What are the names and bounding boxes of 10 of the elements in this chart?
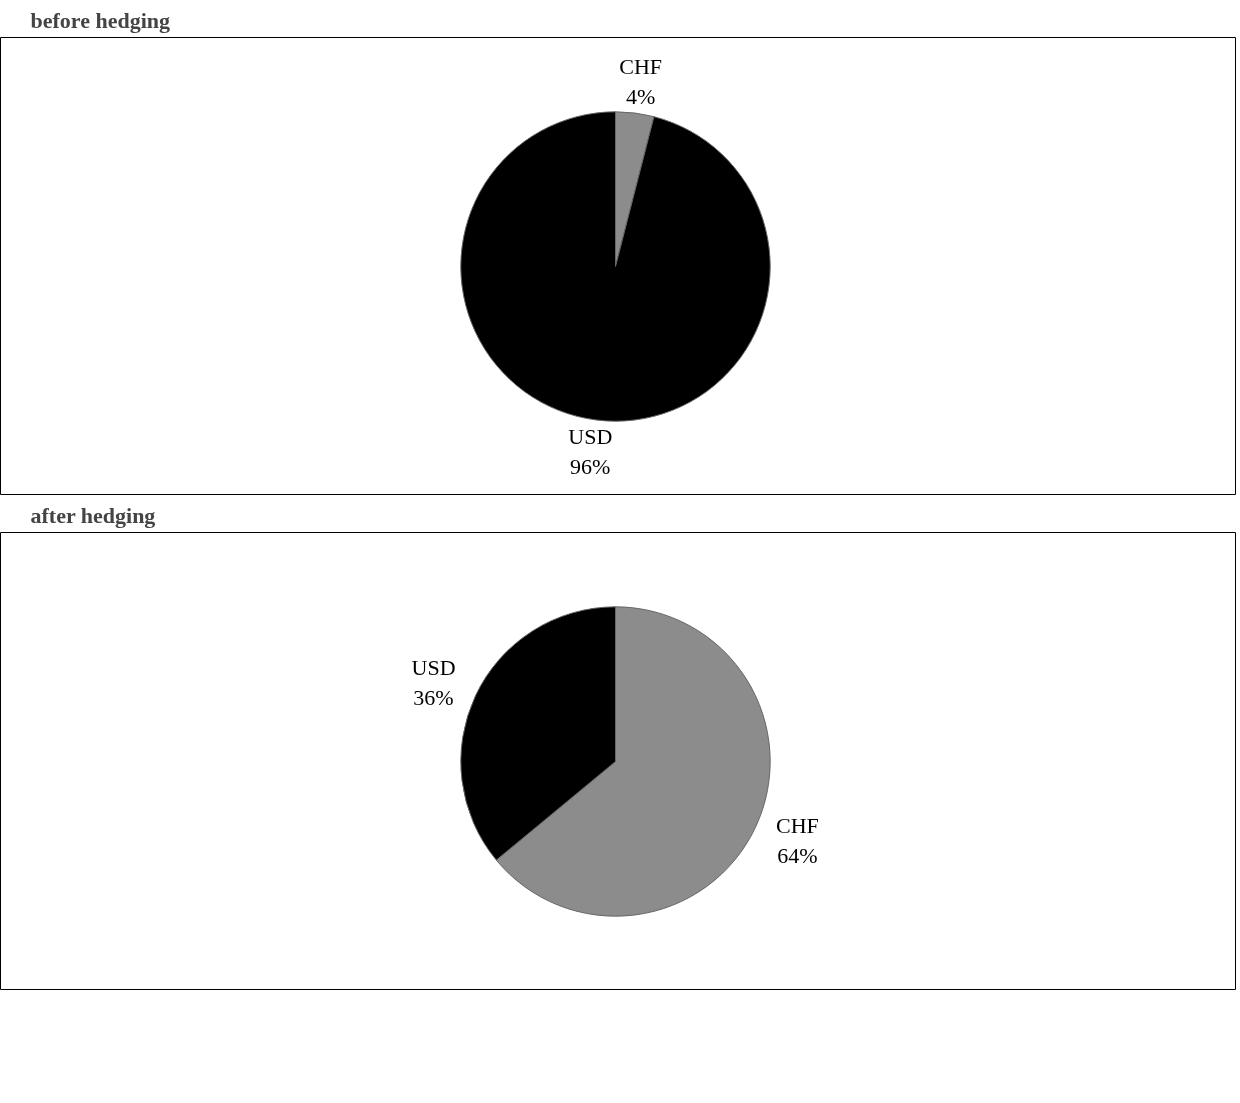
data-label: 36% xyxy=(413,684,454,710)
data-label: 96% xyxy=(570,453,611,479)
data-label: 64% xyxy=(777,843,818,869)
slice-label: USD xyxy=(411,654,456,680)
data-label: 4% xyxy=(626,84,656,110)
slice-label: CHF xyxy=(776,813,819,839)
text: after hedging xyxy=(30,502,156,528)
slice-label: USD xyxy=(568,423,613,449)
slice-label: CHF xyxy=(619,54,663,80)
text: before hedging xyxy=(30,7,171,33)
